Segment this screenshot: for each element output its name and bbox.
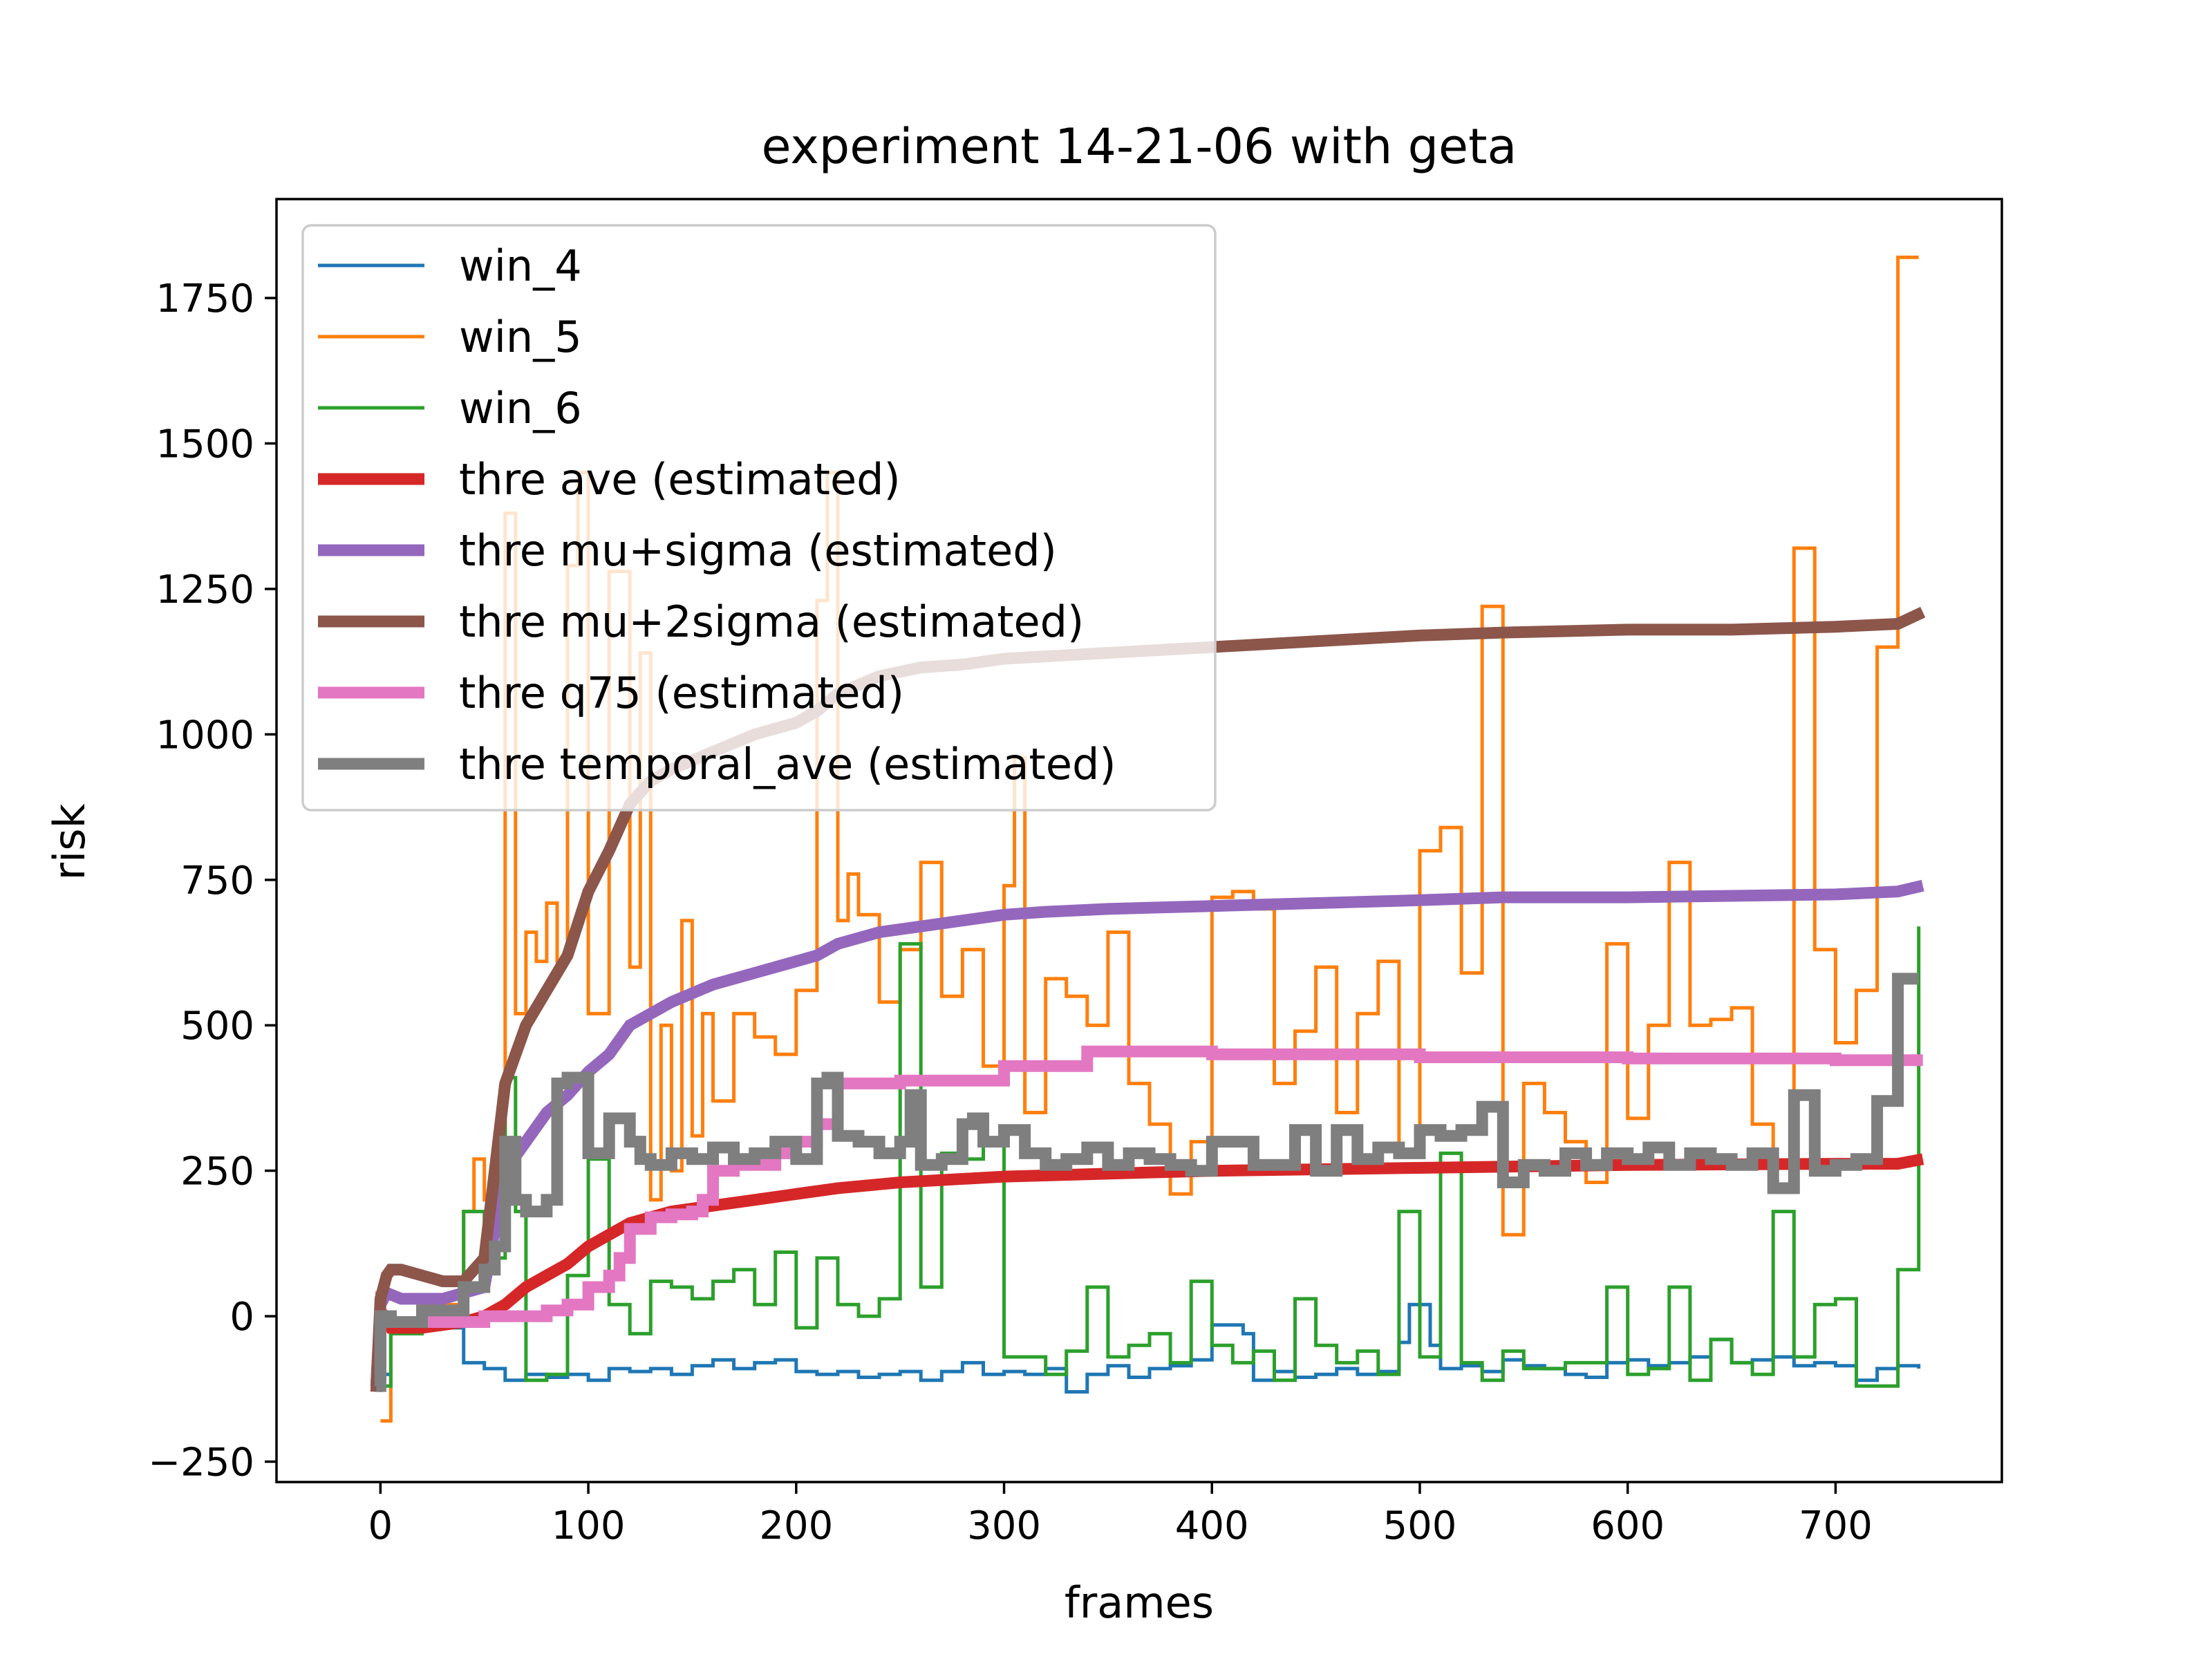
legend-label: win_4 bbox=[459, 241, 582, 291]
x-axis: 0 100 200 300 400 500 600 700 bbox=[368, 1482, 1873, 1548]
x-tick-label: 300 bbox=[967, 1503, 1041, 1548]
legend-label: thre temporal_ave (estimated) bbox=[459, 739, 1116, 789]
series-line-2 bbox=[380, 926, 1921, 1388]
x-axis-label: frames bbox=[1065, 1577, 1214, 1628]
y-tick-label: 1500 bbox=[156, 422, 254, 467]
y-tick-label: 1250 bbox=[156, 568, 254, 612]
legend-label: win_6 bbox=[459, 383, 582, 433]
y-tick-label: 1000 bbox=[156, 713, 254, 758]
x-tick-label: 0 bbox=[368, 1503, 393, 1548]
x-tick-label: 500 bbox=[1383, 1503, 1457, 1548]
y-tick-label: 500 bbox=[180, 1004, 254, 1049]
y-tick-label: 250 bbox=[180, 1150, 254, 1194]
x-tick-label: 400 bbox=[1175, 1503, 1249, 1548]
y-tick-label: 1750 bbox=[156, 276, 254, 321]
y-tick-label: −250 bbox=[148, 1441, 254, 1485]
x-tick-label: 100 bbox=[552, 1503, 626, 1548]
y-tick-label: 750 bbox=[180, 859, 254, 903]
chart-title: experiment 14-21-06 with geta bbox=[762, 118, 1517, 175]
series-line-7 bbox=[374, 973, 1919, 1392]
legend-box bbox=[301, 224, 1217, 812]
legend-label: win_5 bbox=[459, 312, 582, 362]
legend-label: thre mu+2sigma (estimated) bbox=[459, 597, 1084, 647]
y-tick-label: 0 bbox=[229, 1295, 254, 1340]
series-line-6 bbox=[374, 1045, 1923, 1380]
x-tick-label: 200 bbox=[759, 1503, 833, 1548]
axes-frame bbox=[275, 198, 2003, 1483]
series-line-0 bbox=[380, 1302, 1921, 1394]
x-tick-label: 600 bbox=[1591, 1503, 1665, 1548]
legend-label: thre ave (estimated) bbox=[459, 454, 901, 505]
legend-label: thre mu+sigma (estimated) bbox=[459, 525, 1057, 576]
y-axis-label: risk bbox=[44, 803, 95, 880]
legend-label: thre q75 (estimated) bbox=[459, 668, 904, 718]
y-axis: −250 0 250 500 750 1000 1250 1500 1750 bbox=[148, 276, 276, 1485]
x-tick-label: 700 bbox=[1799, 1503, 1873, 1548]
